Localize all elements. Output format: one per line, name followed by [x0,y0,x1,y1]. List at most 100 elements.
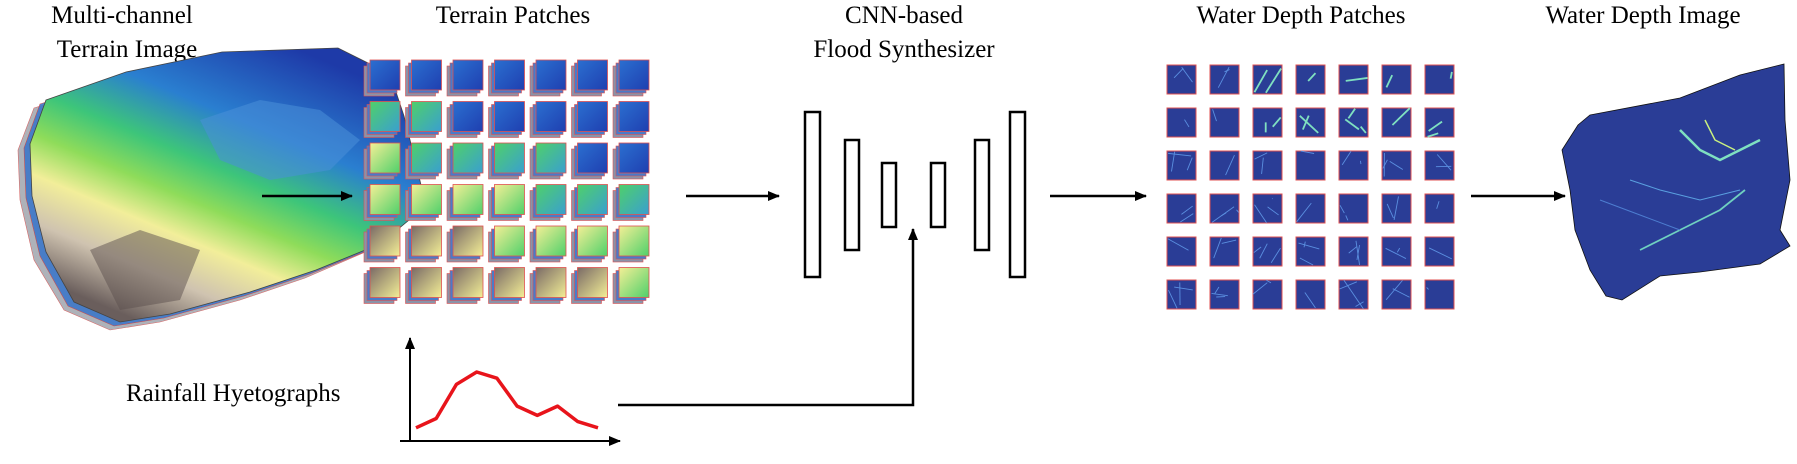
cnn-layer-5 [973,138,991,252]
terrain-patch [488,184,525,221]
arrow-rainfall-to-cnn [618,228,918,407]
water-depth-patch [1166,64,1197,95]
terrain-image-title-line2: Terrain Image [57,36,198,63]
terrain-patch [446,101,484,138]
terrain-patch [612,225,650,263]
water-depth-patch [1295,193,1326,224]
terrain-image [17,47,427,331]
terrain-patch [529,59,567,97]
terrain-patch [571,267,608,304]
water-depth-patch [1166,279,1197,310]
cnn-title-line2: Flood Synthesizer [813,36,995,63]
water-depth-patch [1424,64,1455,95]
rainfall-curve [415,370,599,430]
terrain-patch [529,101,567,138]
water-depth-patch [1252,64,1283,95]
water-depth-patch [1338,193,1369,224]
terrain-patch [488,225,525,263]
water-depth-patch [1338,150,1369,181]
terrain-patch [571,142,608,180]
terrain-patch [405,267,442,304]
water-depth-patch [1166,107,1197,138]
water-depth-patch [1209,64,1240,95]
terrain-patch [446,184,484,221]
water-depth-patch [1381,193,1412,224]
terrain-patch [488,59,525,97]
terrain-patch [571,101,608,138]
water-depth-patch [1252,279,1283,310]
terrain-patch [405,59,442,97]
terrain-patch [488,101,525,138]
water-depth-patch [1381,150,1412,181]
terrain-patch [529,225,567,263]
terrain-patch [612,59,650,97]
water-depth-patch [1381,279,1412,310]
water-depth-patch [1252,236,1283,267]
water-depth-patch [1166,236,1197,267]
terrain-patch [405,225,442,263]
water-depth-patch [1166,193,1197,224]
terrain-patch [488,142,525,180]
water-depth-patch [1295,64,1326,95]
terrain-patches-title: Terrain Patches [436,2,590,29]
water-depth-patch [1252,107,1283,138]
terrain-patch [405,184,442,221]
cnn-title-line1: CNN-based [845,2,964,29]
terrain-patch [363,59,401,97]
terrain-patch [612,101,650,138]
terrain-patch [446,225,484,263]
water-depth-patch [1295,279,1326,310]
water-depth-image [1561,63,1791,301]
water-depth-patch [1209,193,1240,224]
terrain-patch [446,142,484,180]
cnn-architecture [803,110,1027,279]
terrain-patches-grid [363,59,650,304]
water-patches-title: Water Depth Patches [1196,2,1405,29]
terrain-patch [363,142,401,180]
terrain-patch [612,142,650,180]
water-depth-patch [1381,64,1412,95]
terrain-patch [405,101,442,138]
water-depth-patch [1381,236,1412,267]
water-depth-patch [1166,150,1197,181]
water-depth-patch [1209,279,1240,310]
terrain-patch [612,267,650,304]
terrain-patch [571,184,608,221]
water-depth-patch [1252,150,1283,181]
water-depth-patches-grid [1166,64,1455,310]
water-depth-patch [1295,107,1326,138]
terrain-patch [405,142,442,180]
water-depth-patch [1338,236,1369,267]
terrain-patch [363,267,401,304]
cnn-layer-3 [880,161,898,229]
terrain-patch [529,267,567,304]
water-depth-patch [1295,236,1326,267]
water-depth-patch [1209,107,1240,138]
terrain-image-title-line1: Multi-channel [51,2,193,29]
terrain-patch [529,184,567,221]
water-depth-patch [1424,279,1455,310]
cnn-layer-2 [843,138,861,252]
terrain-patch [446,267,484,304]
water-depth-patch [1381,107,1412,138]
water-depth-patch [1338,107,1369,138]
cnn-layer-6 [1008,110,1027,279]
water-depth-patch [1424,193,1455,224]
water-depth-patch [1424,236,1455,267]
water-depth-patch [1209,236,1240,267]
terrain-patch [446,59,484,97]
terrain-patch [612,184,650,221]
terrain-patch [488,267,525,304]
water-depth-patch [1338,279,1369,310]
rainfall-label: Rainfall Hyetographs [126,380,341,407]
rainfall-hyetograph [400,337,621,446]
water-depth-patch [1424,107,1455,138]
cnn-layer-4 [929,161,947,229]
cnn-layer-1 [803,110,822,279]
water-depth-patch [1338,64,1369,95]
water-image-title: Water Depth Image [1545,2,1740,29]
water-depth-patch [1252,193,1283,224]
terrain-patch [571,59,608,97]
terrain-patch [571,225,608,263]
water-depth-patch [1424,150,1455,181]
